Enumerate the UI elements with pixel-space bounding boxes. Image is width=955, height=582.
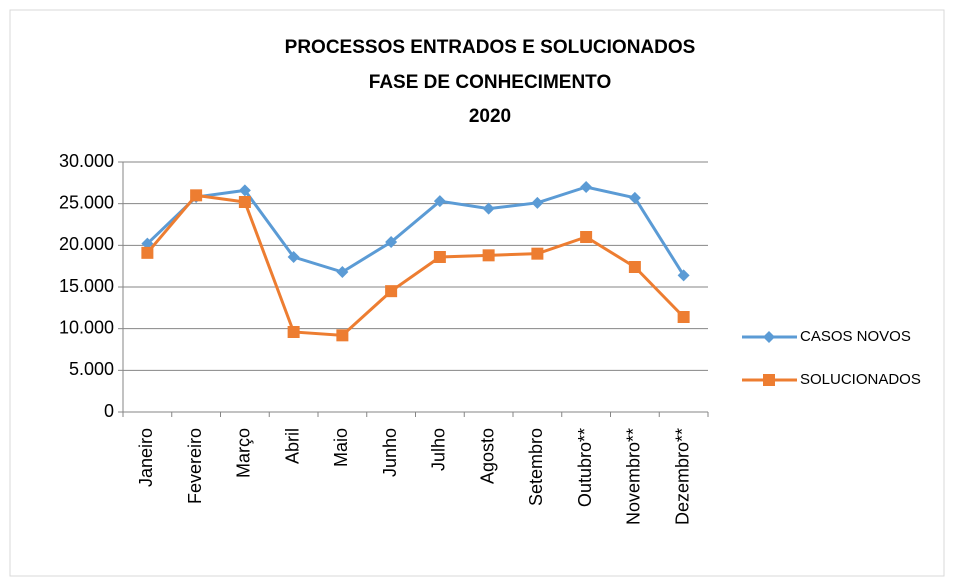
y-tick-label: 20.000 bbox=[59, 234, 114, 254]
chart-border bbox=[9, 9, 945, 577]
point-marker bbox=[628, 191, 641, 204]
y-tick-label: 10.000 bbox=[59, 317, 114, 337]
y-tick-label: 5.000 bbox=[69, 359, 114, 379]
x-tick-label: Novembro** bbox=[624, 428, 644, 525]
chart-subtitle: FASE DE CONHECIMENTO bbox=[369, 72, 611, 93]
x-tick-label: Dezembro** bbox=[672, 428, 692, 525]
y-tick-label: 15.000 bbox=[59, 276, 114, 296]
y-tick-label: 0 bbox=[104, 401, 114, 421]
point-marker bbox=[677, 269, 690, 282]
legend-label: CASOS NOVOS bbox=[800, 328, 911, 345]
x-tick-label: Janeiro bbox=[136, 428, 156, 487]
point-marker bbox=[287, 251, 300, 263]
point-marker bbox=[482, 202, 495, 215]
point-marker bbox=[141, 246, 154, 259]
series-line bbox=[146, 193, 685, 337]
chart-year: 2020 bbox=[469, 106, 511, 127]
legend-marker bbox=[763, 331, 775, 343]
point-marker bbox=[580, 231, 593, 243]
point-marker bbox=[238, 184, 251, 197]
point-marker bbox=[628, 261, 641, 273]
x-tick-label: Outubro** bbox=[575, 428, 595, 507]
point-marker bbox=[677, 311, 690, 323]
point-marker bbox=[336, 266, 349, 278]
x-tick-label: Fevereiro bbox=[185, 428, 205, 504]
x-tick-label: Agosto bbox=[477, 428, 497, 484]
y-tick-label: 30.000 bbox=[59, 151, 114, 171]
chart-title: PROCESSOS ENTRADOS E SOLUCIONADOS bbox=[285, 37, 696, 58]
legend-marker bbox=[763, 374, 775, 386]
x-tick-label: Junho bbox=[380, 428, 400, 477]
y-tick-label: 25.000 bbox=[59, 192, 114, 212]
x-tick-label: Março bbox=[234, 428, 254, 478]
point-marker bbox=[482, 249, 495, 262]
point-marker bbox=[385, 285, 398, 298]
x-tick-label: Abril bbox=[282, 428, 302, 464]
point-marker bbox=[580, 181, 593, 193]
x-tick-label: Maio bbox=[331, 428, 351, 467]
point-marker bbox=[238, 196, 251, 208]
point-marker bbox=[141, 237, 154, 250]
point-marker bbox=[287, 326, 300, 338]
legend-label: SOLUCIONADOS bbox=[800, 371, 921, 388]
point-marker bbox=[531, 196, 544, 209]
point-marker bbox=[336, 329, 349, 342]
x-tick-label: Setembro bbox=[526, 428, 546, 506]
point-marker bbox=[531, 247, 544, 260]
point-marker bbox=[433, 251, 446, 263]
point-marker bbox=[385, 236, 398, 248]
series-line bbox=[146, 185, 685, 277]
x-tick-label: Julho bbox=[429, 428, 449, 471]
point-marker bbox=[433, 195, 446, 208]
point-marker bbox=[190, 189, 203, 202]
